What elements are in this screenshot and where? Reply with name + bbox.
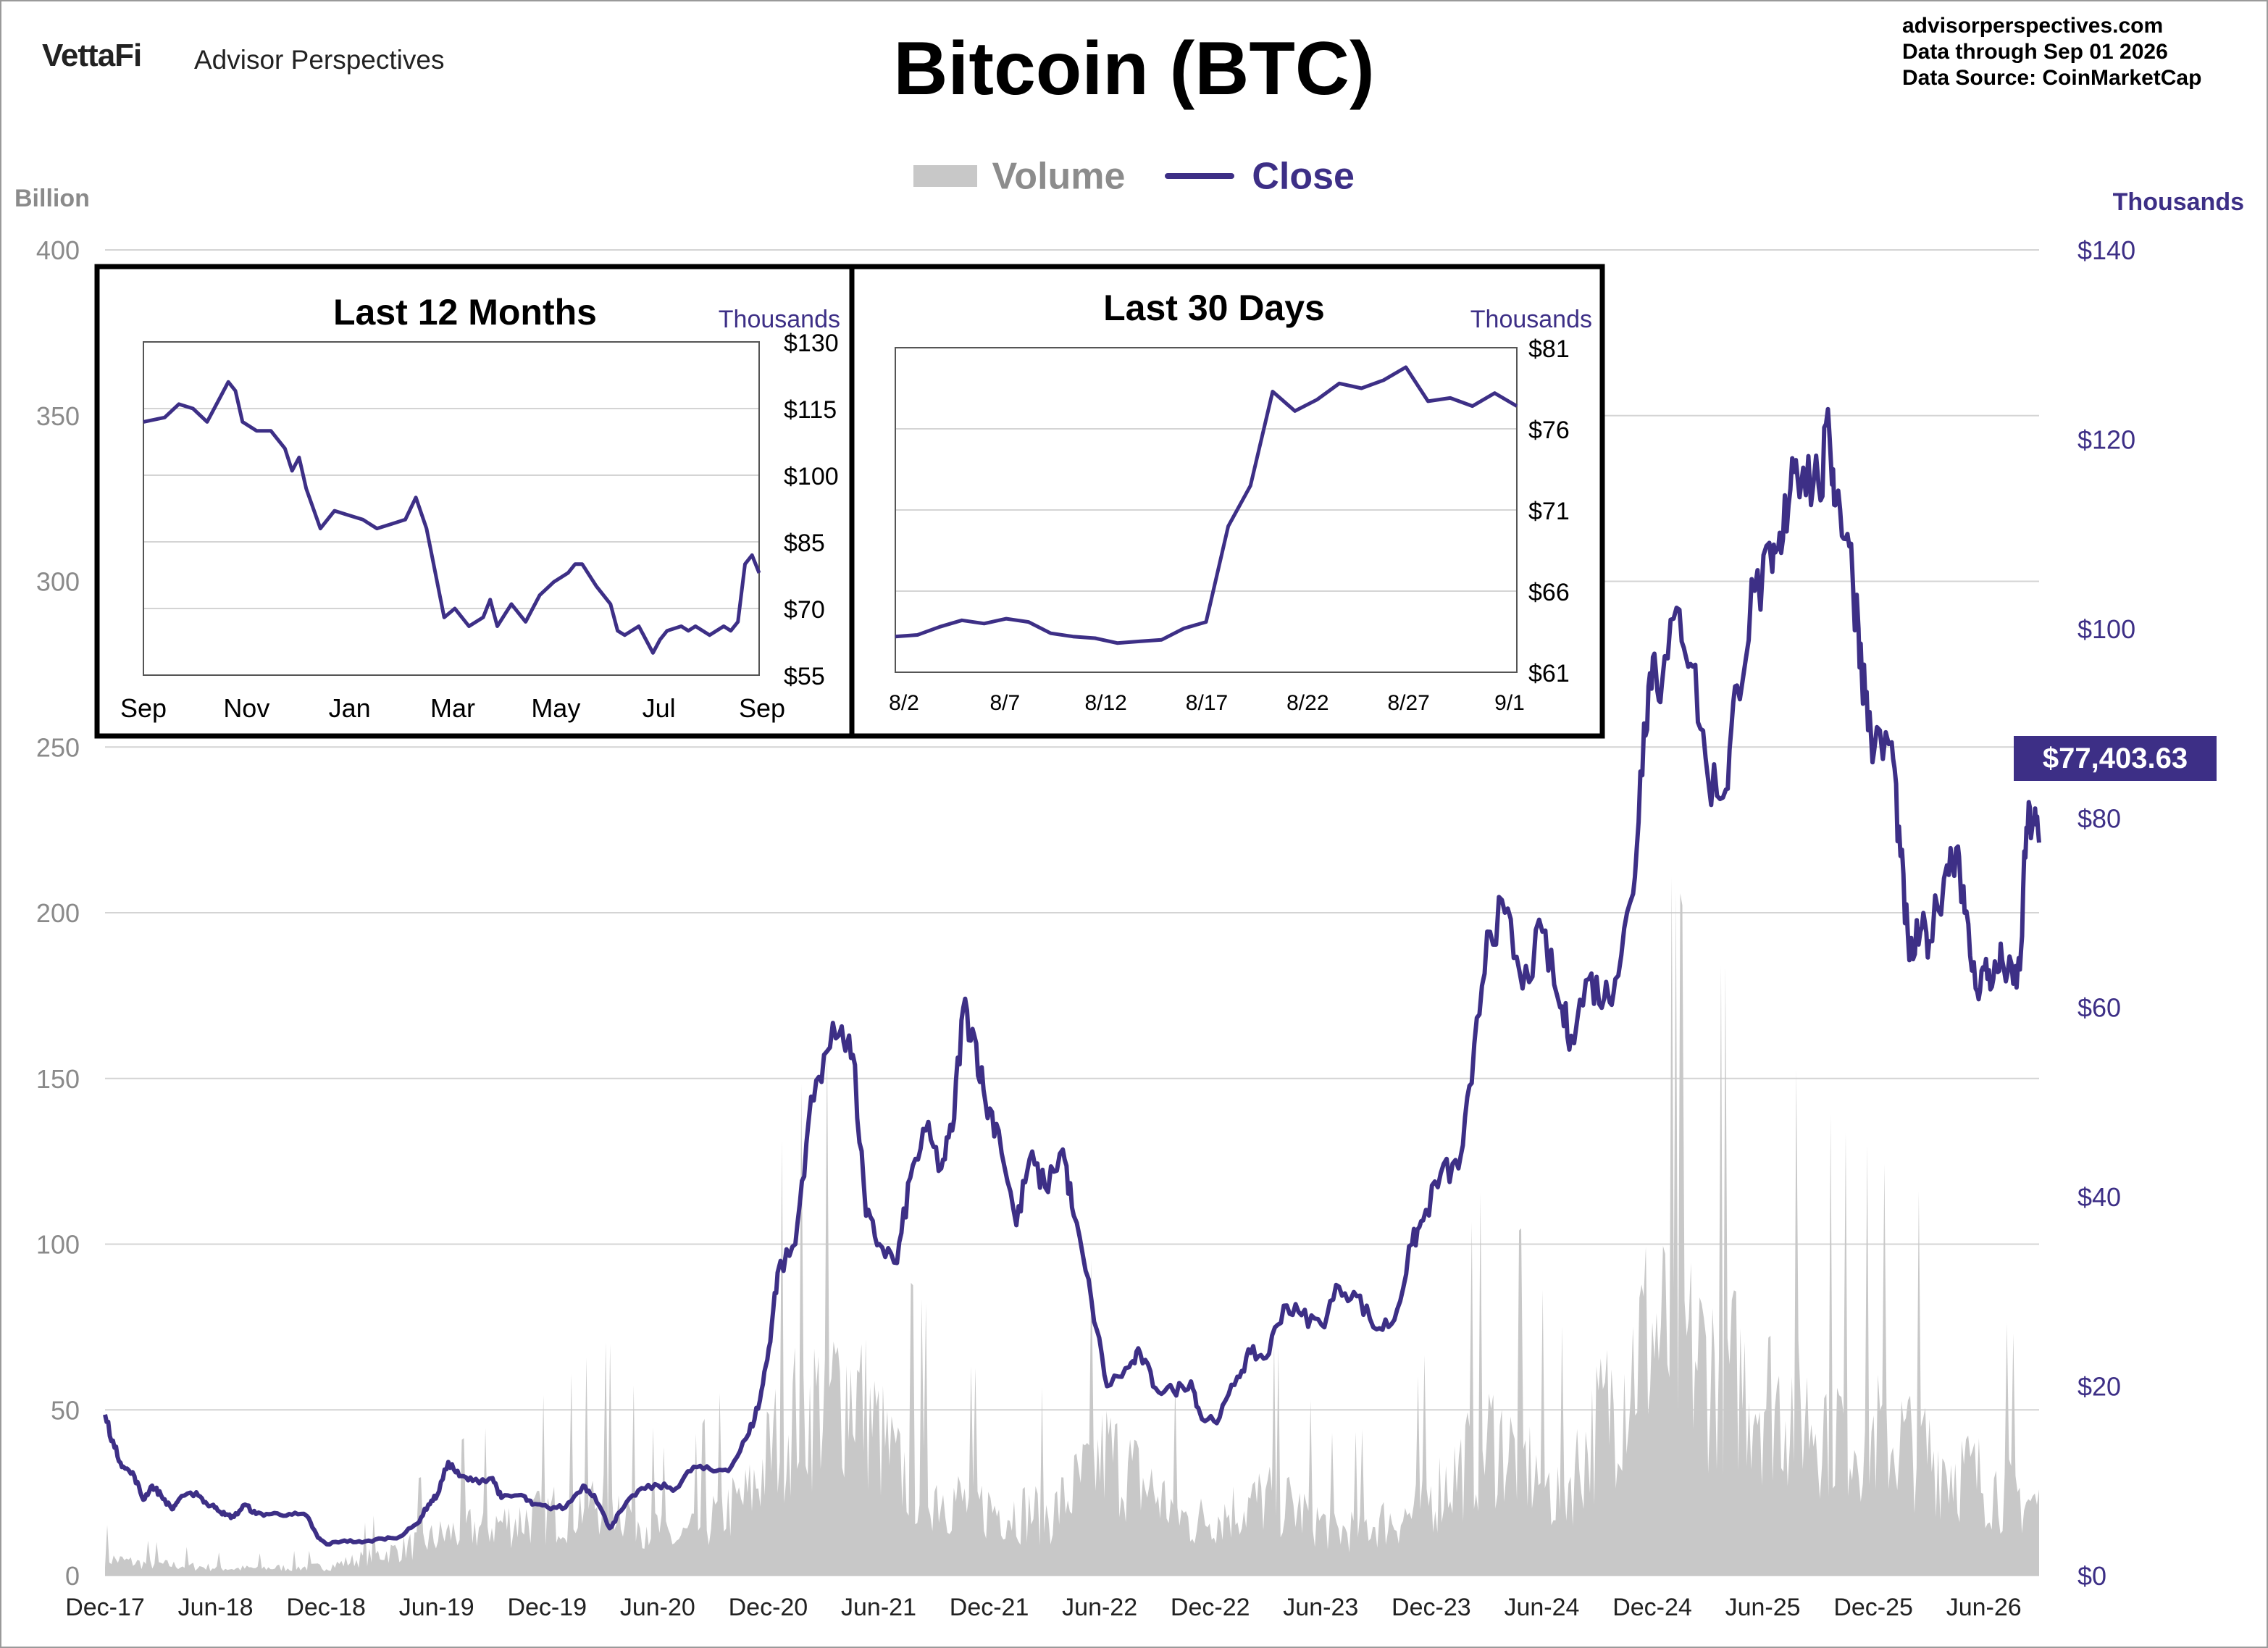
last-12-months-close-line bbox=[143, 380, 761, 655]
last-12-months-x-tick-label: Sep bbox=[120, 693, 167, 723]
source-data-provider: Data Source: CoinMarketCap bbox=[1902, 66, 2202, 90]
x-axis-tick-label: Jun-23 bbox=[1283, 1594, 1358, 1621]
last-12-months-y-tick-label: $115 bbox=[784, 396, 837, 424]
last-30-days-y-tick-label: $61 bbox=[1528, 660, 1570, 687]
latest-close-label-box bbox=[2014, 736, 2217, 781]
last-12-months-x-tick-label: May bbox=[531, 693, 580, 723]
last-12-months-x-tick-label: Mar bbox=[430, 693, 475, 723]
last-12-months-y-tick-label: $85 bbox=[784, 530, 825, 557]
last-12-months-plot-border bbox=[143, 341, 760, 676]
left-axis-tick-label: 50 bbox=[51, 1395, 80, 1425]
legend-item-close: Close bbox=[1164, 152, 1355, 198]
legend-close-label: Close bbox=[1252, 154, 1355, 197]
left-axis-tick-label: 300 bbox=[36, 567, 80, 597]
last-30-days-x-tick-label: 8/2 bbox=[889, 691, 919, 715]
last-30-days-title: Last 30 Days bbox=[1103, 288, 1325, 328]
last-30-days-x-tick-label: 8/17 bbox=[1186, 691, 1228, 715]
last-30-days-x-tick-label: 8/7 bbox=[989, 691, 1020, 715]
x-axis-tick-label: Jun-26 bbox=[1946, 1594, 2022, 1621]
legend: Volume Close bbox=[0, 151, 2268, 198]
x-axis-tick-label: Dec-17 bbox=[65, 1594, 145, 1621]
last-12-months-x-tick-label: Nov bbox=[223, 693, 269, 723]
x-axis-tick-label: Jun-20 bbox=[620, 1594, 695, 1621]
last-30-days-x-tick-label: 8/22 bbox=[1286, 691, 1328, 715]
right-axis-tick-label: $120 bbox=[2077, 424, 2135, 454]
left-axis-title: Billion bbox=[14, 185, 90, 212]
left-axis-tick-label: 250 bbox=[36, 732, 80, 762]
right-axis-tick-label: $40 bbox=[2077, 1182, 2121, 1212]
last-12-months-y-tick-label: $70 bbox=[784, 596, 825, 624]
x-axis-tick-label: Dec-21 bbox=[950, 1594, 1029, 1621]
right-axis-tick-label: $0 bbox=[2077, 1561, 2106, 1591]
source-info: advisorperspectives.com Data through Sep… bbox=[1902, 13, 2201, 91]
x-axis-tick-label: Dec-23 bbox=[1392, 1594, 1471, 1621]
last-30-days-y-tick-label: $66 bbox=[1528, 579, 1570, 606]
legend-item-volume: Volume bbox=[913, 152, 1125, 198]
volume-swatch bbox=[913, 164, 978, 187]
left-axis-tick-label: 100 bbox=[36, 1230, 80, 1260]
right-axis-title: Thousands bbox=[2113, 188, 2244, 216]
last-30-days-y-tick-label: $71 bbox=[1528, 498, 1570, 525]
left-axis-tick-label: 350 bbox=[36, 401, 80, 431]
volume-area bbox=[105, 877, 2039, 1576]
right-axis-tick-label: $20 bbox=[2077, 1372, 2121, 1402]
left-axis-tick-label: 400 bbox=[36, 235, 80, 265]
x-axis-tick-label: Dec-25 bbox=[1833, 1594, 1913, 1621]
last-12-months-unit-label: Thousands bbox=[719, 306, 840, 333]
last-30-days-inset: $81 $76 $71 $66 $61 Last 30 Days Thousands 8/2 8… bbox=[889, 288, 1592, 715]
x-axis-tick-label: Jun-19 bbox=[399, 1594, 474, 1621]
last-30-days-x-tick-label: 8/12 bbox=[1084, 691, 1126, 715]
last-12-months-title: Last 12 Months bbox=[333, 292, 597, 332]
source-data-through: Data through Sep 01 2026 bbox=[1902, 40, 2168, 64]
last-12-months-inset: $130 $115 $100 $85 $70 $55 Last 12 Months Thous… bbox=[120, 292, 840, 723]
brand-name: Advisor Perspectives bbox=[194, 45, 445, 75]
close-swatch bbox=[1164, 172, 1234, 179]
brand-logo: VettaFi bbox=[42, 38, 142, 73]
source-website: advisorperspectives.com bbox=[1902, 14, 2164, 38]
right-axis-tick-label: $140 bbox=[2077, 235, 2135, 265]
last-12-months-y-tick-label: $100 bbox=[784, 463, 839, 490]
close-line bbox=[103, 406, 2041, 1547]
last-30-days-close-line bbox=[895, 365, 1518, 645]
legend-volume-label: Volume bbox=[992, 154, 1126, 197]
last-30-days-unit-label: Thousands bbox=[1470, 306, 1592, 333]
last-12-months-x-tick-label: Sep bbox=[739, 693, 785, 723]
right-axis-tick-label: $100 bbox=[2077, 614, 2135, 644]
last-12-months-y-tick-label: $130 bbox=[784, 330, 839, 357]
x-axis-tick-label: Dec-18 bbox=[286, 1594, 366, 1621]
right-axis-tick-label: $80 bbox=[2077, 803, 2121, 833]
latest-close-label: $77,403.63 bbox=[2043, 743, 2188, 774]
x-axis-tick-label: Dec-24 bbox=[1612, 1594, 1692, 1621]
x-axis-tick-label: Jun-22 bbox=[1062, 1594, 1137, 1621]
chart-title: Bitcoin (BTC) bbox=[893, 27, 1375, 111]
left-axis-tick-label: 200 bbox=[36, 898, 80, 928]
last-12-months-x-tick-label: Jan bbox=[329, 693, 371, 723]
x-axis-tick-label: Jun-18 bbox=[178, 1594, 254, 1621]
last-30-days-y-tick-label: $81 bbox=[1528, 335, 1570, 363]
x-axis-tick-label: Dec-20 bbox=[729, 1594, 808, 1621]
last-30-days-x-tick-label: 8/27 bbox=[1387, 691, 1429, 715]
x-axis-tick-label: Dec-19 bbox=[507, 1594, 587, 1621]
left-axis-tick-label: 0 bbox=[65, 1561, 80, 1591]
last-30-days-x-tick-label: 9/1 bbox=[1494, 691, 1525, 715]
left-axis-tick-label: 150 bbox=[36, 1064, 80, 1094]
x-axis-tick-label: Jun-24 bbox=[1504, 1594, 1579, 1621]
x-axis-tick-label: Dec-22 bbox=[1171, 1594, 1250, 1621]
right-axis-tick-label: $60 bbox=[2077, 993, 2121, 1023]
x-axis-tick-label: Jun-25 bbox=[1725, 1594, 1801, 1621]
last-12-months-y-tick-label: $55 bbox=[784, 663, 825, 690]
last-30-days-y-tick-label: $76 bbox=[1528, 417, 1570, 444]
x-axis-tick-label: Jun-21 bbox=[841, 1594, 916, 1621]
last-12-months-x-tick-label: Jul bbox=[643, 693, 676, 723]
last-30-days-plot-border bbox=[895, 347, 1518, 673]
